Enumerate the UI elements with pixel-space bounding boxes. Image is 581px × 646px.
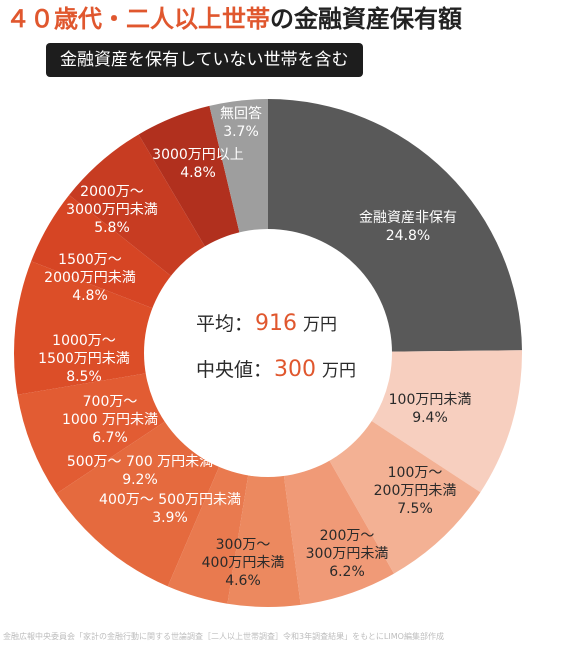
chart-title-rest: の金融資産保有額	[270, 5, 462, 33]
donut-center-hole	[144, 229, 392, 477]
median-row: 中央値：300 万円	[196, 357, 356, 382]
median-label: 中央値	[196, 359, 253, 381]
slice-label: 700万〜 1000 万円未満 6.7%	[62, 394, 158, 446]
slice-label: 400万〜 500万円未満 3.9%	[99, 492, 241, 526]
slice-label: 1000万〜 1500万円未満 8.5%	[38, 333, 130, 385]
chart-subtitle: 金融資産を保有していない世帯を含む	[46, 43, 363, 77]
slice-label: 100万〜 200万円未満 7.5%	[374, 465, 457, 517]
average-value: 916	[255, 311, 297, 336]
average-unit: 万円	[303, 315, 337, 335]
slice-label: 2000万〜 3000万円未満 5.8%	[66, 184, 158, 236]
slice-label: 無回答 3.7%	[220, 105, 262, 140]
slice-label: 500万〜 700 万円未満 9.2%	[67, 454, 213, 488]
pie-slice	[227, 353, 301, 607]
chart-title: ４０歳代・二人以上世帯の金融資産保有額	[6, 2, 462, 36]
slice-label: 200万〜 300万円未満 6.2%	[306, 528, 389, 580]
slice-labels: 金融資産非保有 24.8% 100万円未満 9.4% 100万〜 200万円未満 7.5% 2…	[38, 105, 471, 589]
slice-label: 金融資産非保有 24.8%	[359, 210, 457, 244]
median-value: 300	[274, 357, 316, 382]
source-note: 金融広報中央委員会「家計の金融行動に関する世論調査［二人以上世帯調査］令和3年調…	[3, 632, 444, 641]
center-stats: 平均：916 万円 中央値：300 万円	[196, 311, 356, 382]
slice-label: 1500万〜 2000万円未満 4.8%	[44, 252, 136, 304]
slice-label: 3000万円以上 4.8%	[152, 147, 244, 181]
chart-title-accent: ４０歳代・二人以上世帯	[6, 5, 270, 33]
average-row: 平均：916 万円	[196, 311, 337, 336]
slice-label: 300万〜 400万円未満 4.6%	[202, 537, 285, 589]
median-unit: 万円	[322, 361, 356, 381]
average-label: 平均	[196, 313, 234, 335]
slice-label: 100万円未満 9.4%	[389, 392, 472, 426]
